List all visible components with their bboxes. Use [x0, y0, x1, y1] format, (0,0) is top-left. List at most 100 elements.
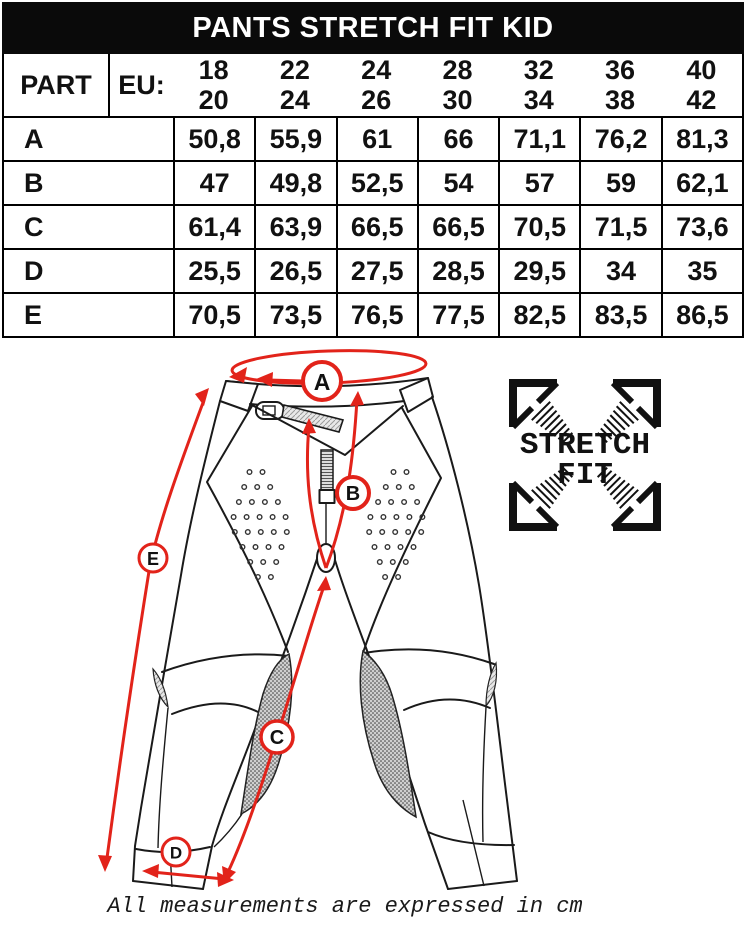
table-value: 57 [498, 160, 580, 204]
measure-line-b-left [305, 425, 328, 569]
label-circle-d [160, 836, 192, 868]
arrowhead-d-right [217, 872, 234, 887]
table-value: 73,6 [660, 204, 742, 248]
table-value: 47 [173, 160, 255, 204]
left-knee-seam-lower [171, 702, 259, 715]
table-value: 86,5 [660, 292, 742, 336]
label-a: A [314, 369, 331, 395]
stretch-arrow-top-right-icon [610, 379, 661, 430]
right-outer-stretch-panel [485, 661, 498, 708]
table-value: 73,5 [254, 292, 336, 336]
measure-line-a [267, 378, 304, 383]
table-title: PANTS STRETCH FIT KID [2, 2, 744, 54]
size-grid: PART EU: 18 20 22 24 24 26 28 30 32 34 36 38 4… [2, 54, 744, 338]
logo-text-line1: STRETCH [520, 428, 650, 463]
measure-line-d [151, 870, 225, 881]
table-value: 76,2 [579, 116, 661, 160]
table-value: 77,5 [416, 292, 499, 336]
table-value: 26,5 [254, 248, 336, 292]
right-cuff-top [427, 831, 515, 847]
size-col-header: 32 34 [523, 55, 554, 115]
row-label: A [4, 116, 173, 160]
label-d: D [170, 844, 182, 863]
left-shin-seam [157, 707, 169, 849]
zipper-pull [318, 489, 336, 504]
table-value: 59 [579, 160, 661, 204]
table-value: 62,1 [660, 160, 742, 204]
arrowhead-c-top [317, 576, 331, 591]
label-circle-e [137, 542, 169, 574]
size-table: PANTS STRETCH FIT KID PART EU: 18 20 22 24… [2, 2, 744, 338]
right-knee-mesh-panel [359, 649, 417, 819]
ellipse-arrowhead [229, 367, 247, 383]
table-value: 70,5 [498, 204, 580, 248]
stretch-arrow-hatching [531, 401, 639, 509]
stretch-arrow-top-left-icon [509, 379, 560, 430]
row-label: C [4, 204, 173, 248]
right-knee-seam-lower [403, 698, 491, 711]
arrowhead-e-bottom [98, 855, 112, 872]
arrowhead-a [256, 372, 273, 387]
table-value: 70,5 [173, 292, 255, 336]
waist-tab-right [399, 377, 434, 413]
table-value: 71,1 [498, 116, 580, 160]
size-col-header: 40 42 [686, 55, 717, 115]
table-value: 52,5 [335, 160, 417, 204]
arrowhead-b-left [302, 418, 316, 434]
pants-outline [132, 377, 518, 890]
perforation-dots-left [230, 469, 290, 581]
label-b: B [346, 483, 360, 505]
zipper [320, 449, 334, 491]
row-label: D [4, 248, 173, 292]
table-value: 76,5 [335, 292, 417, 336]
table-value: 35 [660, 248, 742, 292]
table-value: 49,8 [254, 160, 336, 204]
part-header: PART [20, 70, 92, 100]
right-cuff-bottom [447, 880, 518, 890]
right-cuff-seam [462, 799, 485, 887]
table-value: 29,5 [498, 248, 580, 292]
table-value: 27,5 [335, 248, 417, 292]
yoke-seam [249, 403, 404, 456]
table-value: 54 [416, 160, 499, 204]
table-value: 81,3 [660, 116, 742, 160]
size-col-header: 24 26 [361, 55, 392, 115]
right-shin-seam [481, 706, 487, 843]
left-diagonal-seam [206, 405, 289, 653]
table-value: 25,5 [173, 248, 255, 292]
row-label: E [4, 292, 173, 336]
label-e: E [147, 549, 159, 569]
table-value: 55,9 [254, 116, 336, 160]
table-value: 34 [579, 248, 661, 292]
table-value: 61 [335, 116, 417, 160]
stretch-fit-logo: STRETCH FIT [509, 379, 661, 531]
left-cuff-bottom [132, 880, 204, 890]
right-diagonal-seam [363, 407, 442, 651]
table-value: 66,5 [416, 204, 499, 248]
row-label: B [4, 160, 173, 204]
size-col-header: 28 30 [442, 55, 473, 115]
table-value: 71,5 [579, 204, 661, 248]
footer-note: All measurements are expressed in cm [105, 894, 582, 919]
arrowhead-b-right [350, 391, 364, 406]
table-value: 83,5 [579, 292, 661, 336]
logo-text-line2: FIT [557, 458, 613, 493]
size-col-header: 22 24 [279, 55, 310, 115]
table-value: 61,4 [173, 204, 255, 248]
table-value: 28,5 [416, 248, 499, 292]
arrowhead-d-left [142, 864, 159, 878]
table-value: 50,8 [173, 116, 255, 160]
eu-header: EU: [108, 54, 173, 116]
table-value: 82,5 [498, 292, 580, 336]
belt-strap [281, 404, 345, 433]
left-outer-seam [132, 400, 221, 882]
right-knee-seam-upper [363, 648, 495, 665]
table-value: 63,9 [254, 204, 336, 248]
label-circle-a [301, 360, 343, 402]
stretch-arrow-bottom-left-icon [509, 480, 560, 531]
right-outer-seam [431, 396, 518, 882]
perforation-dots-right [366, 469, 426, 581]
table-value: 66 [416, 116, 499, 160]
